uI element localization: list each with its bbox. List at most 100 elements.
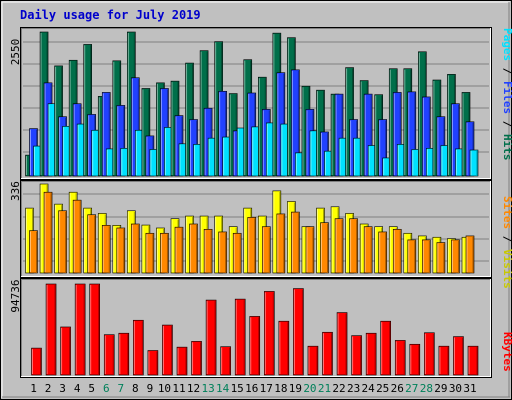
bar-sites-day-14 bbox=[218, 231, 227, 274]
bar-sites-day-20 bbox=[305, 226, 315, 274]
bar-sites-day-23 bbox=[349, 218, 358, 274]
x-tick-day-27: 27 bbox=[405, 382, 418, 395]
visits-axis-label: Sites / Visits bbox=[501, 196, 512, 289]
bar-sites-day-11 bbox=[174, 226, 184, 274]
x-tick-day-15: 15 bbox=[231, 382, 244, 395]
axis-label-pages: Pages bbox=[501, 28, 512, 61]
bar-kbytes-day-22 bbox=[336, 312, 348, 376]
x-tick-day-24: 24 bbox=[362, 382, 376, 395]
bar-kbytes-day-9 bbox=[147, 350, 159, 376]
bar-sites-day-17 bbox=[261, 226, 271, 274]
hits-ymax-label: 2550 bbox=[9, 39, 22, 66]
x-tick-day-28: 28 bbox=[420, 382, 433, 395]
bar-kbytes-day-14 bbox=[220, 346, 231, 376]
axis-label-files: Files bbox=[501, 81, 512, 114]
bar-kbytes-day-5 bbox=[89, 283, 100, 376]
bar-sites-day-5 bbox=[87, 214, 96, 274]
x-tick-day-11: 11 bbox=[172, 382, 185, 395]
x-tick-day-5: 5 bbox=[88, 382, 95, 395]
x-tick-day-25: 25 bbox=[376, 382, 389, 395]
bar-sites-day-7 bbox=[116, 227, 126, 274]
bar-sites-day-31 bbox=[465, 235, 475, 274]
x-tick-day-2: 2 bbox=[45, 382, 52, 395]
x-tick-day-4: 4 bbox=[74, 382, 81, 395]
bar-sites-day-25 bbox=[378, 231, 388, 274]
x-tick-day-20: 20 bbox=[303, 382, 316, 395]
x-tick-day-6: 6 bbox=[103, 382, 110, 395]
x-tick-day-12: 12 bbox=[187, 382, 200, 395]
bar-kbytes-day-2 bbox=[45, 283, 57, 376]
x-tick-day-17: 17 bbox=[260, 382, 273, 395]
bar-kbytes-day-10 bbox=[162, 324, 173, 376]
x-tick-day-10: 10 bbox=[158, 382, 171, 395]
bars bbox=[25, 31, 479, 376]
bar-kbytes-day-27 bbox=[409, 343, 421, 376]
bar-kbytes-day-12 bbox=[191, 341, 202, 376]
x-tick-day-31: 31 bbox=[463, 382, 476, 395]
bar-sites-day-19 bbox=[291, 211, 300, 274]
x-tick-day-9: 9 bbox=[147, 382, 154, 395]
bar-sites-day-4 bbox=[72, 199, 82, 274]
x-tick-day-26: 26 bbox=[391, 382, 404, 395]
bar-sites-day-26 bbox=[392, 228, 402, 274]
bar-sites-day-29 bbox=[436, 242, 446, 274]
x-tick-day-19: 19 bbox=[289, 382, 302, 395]
kbytes-ymax-label: 94736 bbox=[9, 279, 22, 312]
bar-sites-day-16 bbox=[247, 217, 257, 274]
bar-sites-day-1 bbox=[29, 230, 38, 274]
x-tick-day-18: 18 bbox=[274, 382, 287, 395]
x-tick-day-30: 30 bbox=[449, 382, 462, 395]
kbytes-axis-label: KBytes bbox=[501, 332, 512, 372]
axis-label-hits: Hits bbox=[501, 134, 512, 161]
bar-kbytes-day-13 bbox=[205, 299, 217, 376]
axis-label-sites: Sites bbox=[501, 196, 512, 229]
bar-kbytes-day-24 bbox=[365, 332, 377, 376]
bar-kbytes-day-19 bbox=[293, 288, 304, 376]
bar-kbytes-day-3 bbox=[60, 326, 71, 376]
bar-kbytes-day-11 bbox=[176, 346, 188, 376]
bar-sites-day-9 bbox=[145, 232, 155, 274]
x-tick-day-13: 13 bbox=[201, 382, 214, 395]
bar-sites-day-27 bbox=[407, 239, 417, 274]
bar-sites-day-10 bbox=[160, 232, 169, 274]
bar-kbytes-day-31 bbox=[467, 345, 479, 376]
x-tick-day-29: 29 bbox=[434, 382, 447, 395]
bar-sites-day-28 bbox=[422, 239, 431, 274]
x-tick-labels: 1 2 3 4 5 6 7 8 9 10 11 12 13 14 15 16 17 18 19 20 21 22 23 24 2… bbox=[30, 382, 476, 395]
bar-sites-day-13 bbox=[203, 228, 213, 274]
bar-kbytes-day-23 bbox=[351, 335, 362, 376]
bar-sites-day-30 bbox=[451, 239, 460, 274]
bar-kbytes-day-6 bbox=[103, 334, 115, 376]
visits-ymax-label: 336 bbox=[9, 181, 22, 201]
bar-sites-day-22 bbox=[334, 218, 344, 274]
bar-kbytes-day-26 bbox=[394, 340, 406, 376]
x-tick-day-14: 14 bbox=[216, 382, 230, 395]
chart-title: Daily usage for July 2019 bbox=[20, 8, 201, 22]
hits-axis-label: Pages / Files / Hits bbox=[501, 28, 512, 161]
bar-kbytes-day-4 bbox=[74, 283, 86, 376]
bar-kbytes-day-8 bbox=[133, 319, 144, 376]
bar-sites-day-3 bbox=[58, 210, 67, 274]
x-tick-day-22: 22 bbox=[332, 382, 345, 395]
bar-kbytes-day-30 bbox=[453, 336, 464, 376]
bar-kbytes-day-28 bbox=[424, 332, 435, 376]
bar-sites-day-18 bbox=[276, 213, 286, 274]
bar-kbytes-day-18 bbox=[278, 320, 290, 376]
axis-label-visits: Visits bbox=[501, 249, 512, 289]
x-tick-day-3: 3 bbox=[59, 382, 66, 395]
bar-sites-day-24 bbox=[363, 226, 373, 274]
x-tick-day-16: 16 bbox=[245, 382, 258, 395]
bar-kbytes-day-1 bbox=[31, 347, 42, 376]
bar-sites-day-8 bbox=[131, 223, 140, 274]
bar-kbytes-day-20 bbox=[307, 345, 319, 376]
bar-kbytes-day-25 bbox=[380, 320, 392, 376]
bar-sites-day-2 bbox=[43, 191, 53, 274]
x-tick-day-8: 8 bbox=[132, 382, 139, 395]
bar-sites-day-6 bbox=[101, 225, 111, 274]
bar-kbytes-day-29 bbox=[438, 345, 450, 376]
bar-kbytes-day-7 bbox=[118, 332, 130, 376]
bar-sites-day-15 bbox=[232, 232, 242, 274]
bar-kbytes-day-15 bbox=[234, 298, 246, 376]
bar-sites-day-21 bbox=[320, 222, 329, 274]
